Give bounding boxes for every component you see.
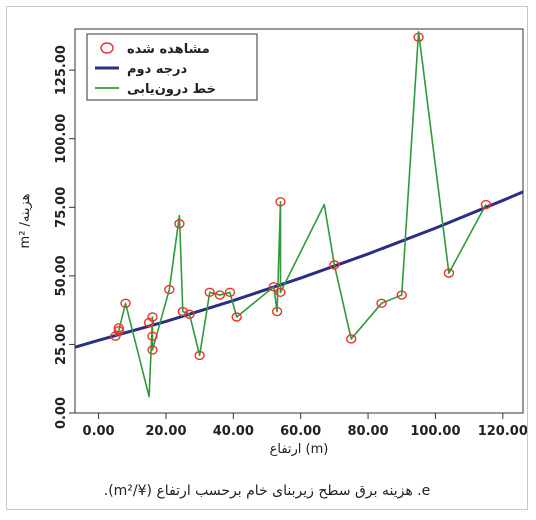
y-tick-label: 100.00 — [54, 114, 69, 164]
observed-point — [346, 334, 357, 344]
figure-caption: e. هزینه برق سطح زیربنای خام برحسب ارتفا… — [103, 483, 431, 499]
y-tick-label: 125.00 — [54, 45, 69, 95]
legend-label: مشاهده شده — [127, 42, 210, 57]
observed-point — [214, 290, 226, 300]
observed-point — [275, 197, 286, 207]
y-tick-label: 75.00 — [54, 187, 69, 228]
interpolation-line — [114, 30, 487, 398]
x-tick-label: 100.00 — [410, 424, 460, 439]
observed-point — [396, 290, 407, 300]
observed-point — [275, 287, 286, 298]
observed-point — [271, 306, 283, 317]
observed-point — [147, 312, 158, 322]
plot-border — [74, 28, 524, 414]
figure-frame: 0.00 20.00 40.00 60.00 80.00 100.00 120.00 0.00… — [6, 6, 528, 510]
observed-point — [113, 323, 124, 333]
y-tick-label: 25.00 — [54, 324, 69, 365]
x-tick-label: 120.00 — [478, 424, 527, 439]
observed-point — [329, 260, 340, 270]
observed-point — [113, 326, 124, 336]
observed-point — [143, 317, 155, 328]
y-tick-label: 50.00 — [54, 255, 69, 296]
legend-marker-observed — [100, 42, 114, 54]
legend-label: خط درون‌یابی — [127, 82, 216, 97]
observed-point — [174, 219, 185, 229]
observed-point — [164, 284, 175, 295]
observed-point — [194, 350, 205, 361]
scatter-chart: 0.00 20.00 40.00 60.00 80.00 100.00 120.00 0.00… — [18, 28, 527, 457]
observed-point — [443, 268, 455, 278]
observed-point — [413, 32, 424, 42]
observed-point — [204, 287, 215, 298]
x-tick-label: 40.00 — [213, 424, 254, 439]
y-tick-label: 0.00 — [54, 397, 69, 429]
axes: 0.00 20.00 40.00 60.00 80.00 100.00 120.00 0.00… — [54, 28, 527, 439]
x-tick-label: 20.00 — [145, 424, 186, 439]
observed-point — [480, 199, 492, 210]
legend: مشاهده شده درجه دوم خط درون‌یابی — [86, 33, 258, 101]
observed-point — [147, 345, 158, 355]
x-tick-label: 80.00 — [347, 424, 388, 439]
legend-label: درجه دوم — [127, 62, 188, 77]
x-tick-label: 0.00 — [83, 424, 115, 439]
quadratic-fit-line — [75, 190, 523, 349]
observed-point — [110, 331, 121, 341]
observed-point — [231, 312, 242, 322]
x-tick-label: 60.00 — [280, 424, 321, 439]
x-axis-title: ارتفاع (m) — [270, 442, 329, 457]
observed-point — [120, 298, 131, 308]
observed-point — [268, 282, 279, 292]
observed-point — [147, 331, 158, 341]
y-axis-title: m² /هزینه — [18, 193, 33, 248]
observed-point — [184, 309, 195, 319]
observed-point — [376, 298, 387, 308]
observed-point — [224, 287, 236, 298]
series-layer — [75, 30, 523, 398]
observed-point — [177, 306, 188, 317]
